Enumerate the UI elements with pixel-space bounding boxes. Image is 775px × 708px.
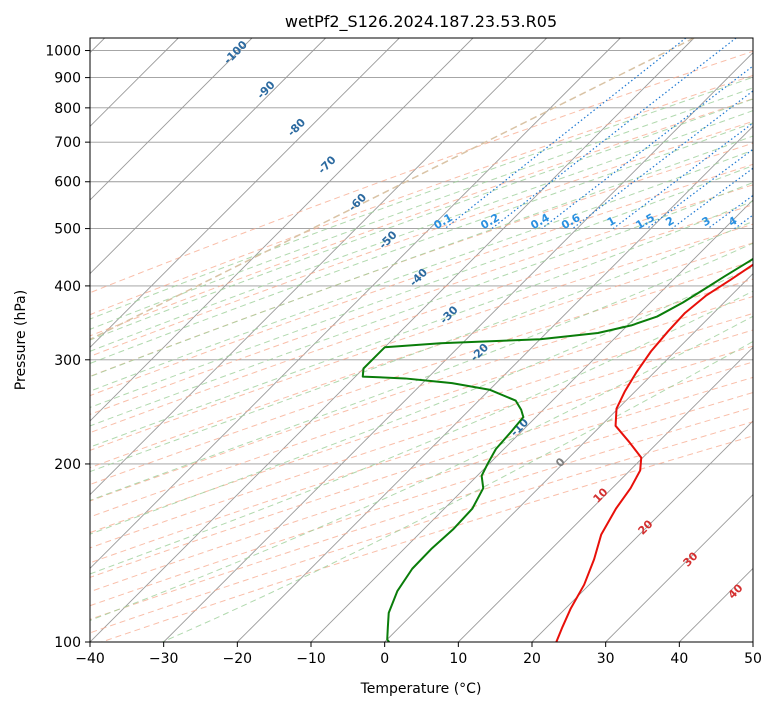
- isotherm-line: [90, 38, 400, 348]
- mixing-ratio-line: [572, 90, 753, 230]
- isotherm-line: [531, 420, 753, 642]
- dewpoint-profile-line: [361, 257, 753, 642]
- moist-adiabat-line: [90, 98, 753, 341]
- dry-adiabat-line: [90, 163, 753, 397]
- x-tick-label: 40: [670, 651, 688, 667]
- plot-frame: [89, 37, 754, 643]
- moist-adiabat-line: [90, 315, 753, 621]
- x-tick-label: 20: [523, 651, 541, 667]
- x-tick-label: 0: [380, 651, 389, 667]
- y-tick-label: 300: [54, 353, 81, 369]
- y-axis-label: Pressure (hPa): [13, 290, 29, 390]
- dry-adiabat-line: [90, 242, 753, 469]
- moist-adiabat-line: [90, 76, 753, 320]
- x-tick-label: 50: [744, 651, 762, 667]
- x-tick-label: 10: [449, 651, 467, 667]
- dry-adiabat-line: [90, 74, 753, 316]
- ice-curve-line: [90, 38, 695, 341]
- dry-adiabat-line: [90, 223, 753, 451]
- y-tick-label: 500: [54, 222, 81, 238]
- y-tick-label: 200: [54, 457, 81, 473]
- profile-series: [361, 257, 753, 642]
- background-lines: [90, 38, 753, 642]
- dry-adiabat-line: [90, 329, 753, 549]
- isotherm-line: [90, 38, 621, 569]
- y-tick-label: 900: [54, 71, 81, 87]
- x-axis-ticks: −40 −30 −20 −10 0 10 20 30 40 50: [75, 642, 762, 667]
- isotherm-line: [90, 38, 474, 422]
- dry-adiabat-line: [90, 278, 753, 502]
- isotherm-line: [458, 346, 753, 642]
- moist-adiabat-line: [90, 87, 753, 330]
- x-tick-label: −10: [296, 651, 326, 667]
- dry-adiabat-line: [90, 361, 753, 578]
- x-tick-label: −20: [223, 651, 253, 667]
- chart-title: wetPf2_S126.2024.187.23.53.R05: [285, 12, 557, 32]
- dry-adiabat-line: [90, 120, 753, 357]
- y-tick-label: 1000: [45, 44, 81, 60]
- moist-adiabat-line: [90, 242, 753, 501]
- y-tick-label: 400: [54, 279, 81, 295]
- x-tick-label: −30: [149, 651, 179, 667]
- dry-adiabat-line: [90, 142, 753, 377]
- temperature-profile-line: [555, 263, 753, 642]
- isotherm-line: [605, 494, 753, 642]
- moist-adiabat-line: [90, 181, 753, 427]
- y-tick-label: 600: [54, 175, 81, 191]
- isotherm-line: [90, 38, 547, 496]
- x-tick-label: 30: [597, 651, 615, 667]
- x-axis-label: Temperature (°C): [360, 681, 482, 697]
- moist-adiabat-line: [90, 290, 753, 575]
- moist-adiabat-line: [90, 165, 753, 409]
- mixing-ratio-line: [541, 65, 753, 230]
- moist-adiabat-line: [90, 220, 753, 473]
- y-tick-label: 100: [54, 635, 81, 651]
- dry-adiabat-line: [90, 312, 753, 534]
- dry-adiabat-line: [90, 50, 753, 294]
- x-tick-label: −40: [75, 651, 105, 667]
- y-axis-ticks: 1000 900 800 700 600 500 400 300 200 100: [45, 44, 90, 651]
- isotherm-line: [384, 273, 753, 642]
- dry-adiabat-line: [90, 98, 753, 337]
- isotherm-line: [90, 38, 253, 201]
- y-tick-label: 700: [54, 135, 81, 151]
- mixing-ratio-line: [671, 167, 753, 230]
- y-tick-label: 800: [54, 101, 81, 117]
- isotherm-line: [90, 38, 695, 642]
- isotherm-line: [90, 38, 326, 275]
- isotherm-line: [310, 199, 753, 642]
- isotherm-line: [163, 52, 753, 642]
- dry-adiabat-line: [90, 376, 753, 593]
- dry-adiabat-line: [90, 184, 753, 415]
